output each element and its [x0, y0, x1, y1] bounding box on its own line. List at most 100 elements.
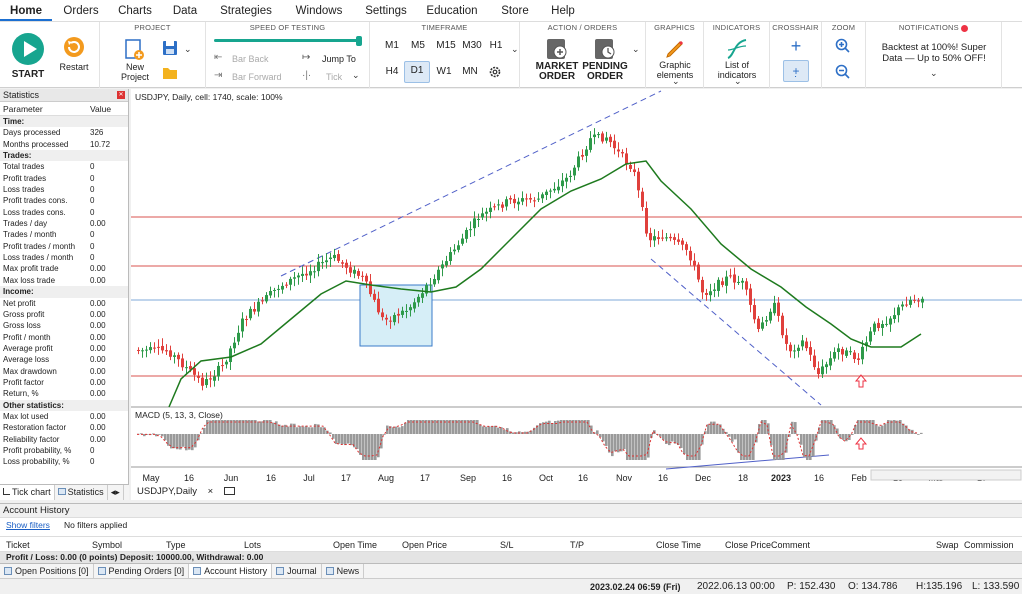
macd-bar	[266, 420, 269, 434]
tf-d1[interactable]: D1	[404, 61, 430, 83]
list-indicators-button[interactable]: List of indicators ⌄	[710, 36, 764, 86]
tab-open-positions[interactable]: Open Positions [0]	[0, 564, 94, 578]
menu-charts[interactable]: Charts	[118, 5, 152, 17]
pencil-icon	[666, 40, 684, 58]
col-tp[interactable]: T/P	[570, 540, 585, 550]
tab-statistics[interactable]: Statistics	[55, 485, 108, 500]
col-comment[interactable]: Comment	[771, 540, 811, 550]
tick-dropdown-icon[interactable]: ⌄	[352, 70, 360, 80]
pending-order-button[interactable]: PENDING ORDER	[582, 36, 628, 86]
candle-body	[357, 271, 360, 276]
save-dropdown-icon[interactable]: ⌄	[184, 44, 192, 54]
macd-bar	[458, 420, 461, 434]
candle-body	[309, 271, 312, 276]
candle-body	[825, 364, 828, 368]
indicators-dropdown-icon[interactable]: ⌄	[734, 76, 742, 86]
col-symbol[interactable]: Symbol	[92, 540, 123, 550]
menu-orders[interactable]: Orders	[63, 5, 99, 17]
timeframe-settings-icon[interactable]	[488, 65, 502, 79]
col-swap[interactable]: Swap	[936, 540, 959, 550]
menu-strategies[interactable]: Strategies	[220, 5, 272, 17]
price-chart[interactable]: May 16 Jun 16 Jul 17 Aug 17 Sep 16 Oct 16 Nov 16 Dec 18…	[131, 89, 1022, 500]
open-folder-icon[interactable]	[162, 66, 178, 80]
col-open-time[interactable]: Open Time	[333, 540, 378, 550]
col-lots[interactable]: Lots	[244, 540, 262, 550]
candle-body	[153, 347, 156, 349]
menu-home[interactable]: Home	[0, 0, 52, 21]
tab-account-history[interactable]: Account History	[189, 564, 273, 578]
zoom-out-icon[interactable]	[835, 64, 851, 80]
crosshair-button[interactable]: +	[790, 36, 802, 56]
bar-back-button[interactable]: ⇤ Bar Back	[214, 52, 284, 66]
save-icon[interactable]	[162, 40, 178, 56]
macd-bar	[485, 426, 488, 434]
tab-tick-chart[interactable]: Tick chart	[0, 485, 55, 500]
candle-body	[257, 301, 260, 312]
menu-education[interactable]: Education	[426, 5, 478, 17]
tf-m30[interactable]: M30	[462, 40, 482, 51]
tf-mn[interactable]: MN	[462, 66, 478, 77]
chart-tab[interactable]: USDJPY,Daily	[137, 486, 198, 497]
tf-h4[interactable]: H4	[385, 66, 399, 77]
col-type[interactable]: Type	[166, 540, 186, 550]
candle-body	[629, 165, 632, 169]
tabs-scroll-icon[interactable]: ◂▸	[108, 485, 124, 500]
candle-body	[453, 249, 456, 252]
orders-dropdown-icon[interactable]: ⌄	[632, 44, 640, 54]
tf-m1[interactable]: M1	[385, 40, 399, 51]
macd-bar	[476, 420, 479, 434]
group-start: START Restart	[0, 22, 100, 88]
notification-message[interactable]: Backtest at 100%! Super Data — Up to 50%…	[881, 42, 987, 64]
timeframe-dropdown-icon[interactable]: ⌄	[511, 44, 519, 54]
chart-canvas[interactable]: May 16 Jun 16 Jul 17 Aug 17 Sep 16 Oct 16 Nov 16 Dec 18…	[131, 89, 1022, 484]
macd-bar	[452, 420, 455, 434]
graphic-elements-button[interactable]: Graphic elements ⌄	[650, 36, 700, 86]
close-icon[interactable]: ✕	[117, 91, 125, 99]
crosshair-data-button[interactable]: +̣	[783, 60, 809, 82]
speed-slider-handle[interactable]	[356, 36, 362, 46]
tf-m5[interactable]: M5	[411, 40, 425, 51]
new-window-icon[interactable]	[223, 487, 235, 496]
menu-settings[interactable]: Settings	[365, 5, 407, 17]
market-order-button[interactable]: MARKET ORDER	[534, 36, 580, 86]
candle-body	[717, 279, 720, 291]
col-ticket[interactable]: Ticket	[6, 540, 30, 550]
chart-tab-close-icon[interactable]: ×	[207, 486, 214, 497]
tf-w1[interactable]: W1	[436, 66, 452, 77]
notifications-dropdown-icon[interactable]: ⌄	[930, 68, 938, 78]
zoom-in-icon[interactable]	[835, 38, 851, 54]
speed-slider[interactable]	[214, 36, 362, 46]
col-close-time[interactable]: Close Time	[656, 540, 702, 550]
start-button[interactable]: START	[8, 28, 48, 82]
col-open-price[interactable]: Open Price	[402, 540, 448, 550]
bar-forward-button[interactable]: ⇥ Bar Forward	[214, 70, 294, 84]
jump-to-button[interactable]: ↦ Jump To	[302, 52, 368, 66]
graphics-dropdown-icon[interactable]: ⌄	[672, 76, 680, 86]
macd-bar	[191, 434, 194, 451]
stat-value: 0	[90, 241, 95, 251]
tab-pending-orders[interactable]: Pending Orders [0]	[94, 564, 190, 578]
tab-news[interactable]: News	[322, 564, 365, 578]
candle-body	[289, 278, 292, 285]
menu-help[interactable]: Help	[551, 5, 575, 17]
new-project-button[interactable]: New Project	[114, 36, 156, 84]
col-close-price[interactable]: Close Price	[725, 540, 772, 550]
restart-button[interactable]: Restart	[54, 30, 94, 80]
candle-body	[661, 237, 664, 239]
tab-journal[interactable]: Journal	[272, 564, 322, 578]
stat-value: 0.00	[90, 219, 106, 229]
menu-windows[interactable]: Windows	[295, 5, 343, 17]
tf-m15[interactable]: M15	[436, 40, 456, 51]
tick-button[interactable]: ·|· Tick ⌄	[302, 70, 368, 84]
menu-store[interactable]: Store	[501, 5, 529, 17]
candle-body	[477, 219, 480, 221]
menu-data[interactable]: Data	[172, 5, 198, 17]
show-filters-link[interactable]: Show filters	[6, 520, 50, 530]
col-sl[interactable]: S/L	[500, 540, 514, 550]
col-commission[interactable]: Commission	[964, 540, 1014, 550]
tf-h1[interactable]: H1	[489, 40, 503, 51]
candle-body	[861, 346, 864, 360]
candle-body	[917, 300, 920, 302]
macd-bar	[398, 427, 401, 434]
